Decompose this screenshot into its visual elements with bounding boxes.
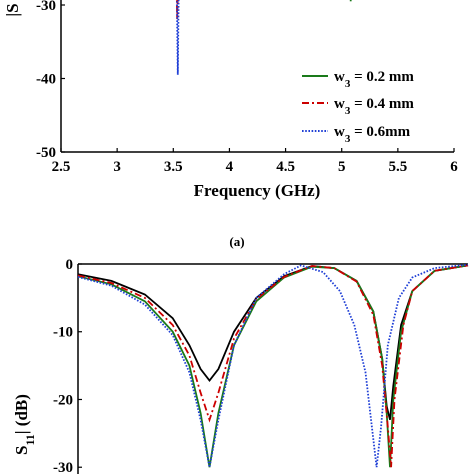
chart-a-x-ticks: 2.5 3 3.5 4 4.5 5 5.5 6 <box>52 148 458 175</box>
legend-label-var: w <box>334 69 345 85</box>
x-tick-label: 2.5 <box>52 159 71 175</box>
chart-b-y-label-s: S <box>12 446 31 455</box>
x-tick-label: 4.5 <box>276 159 295 175</box>
legend-label-value: = 0.2 mm <box>350 69 414 85</box>
chart-b: 0 -10 -20 -30 S11| (dB) <box>12 257 469 474</box>
figure-caption: (a) <box>229 234 244 249</box>
legend-label-var: w <box>334 96 345 112</box>
x-tick-label: 3 <box>113 159 121 175</box>
legend-label-value: = 0.4 mm <box>350 96 414 112</box>
chart-b-y-label-suffix: | (dB) <box>12 394 31 434</box>
legend-label-sub: 3 <box>345 133 351 145</box>
chart-a-series <box>175 0 352 75</box>
chart-a-x-label: Frequency (GHz) <box>194 181 321 200</box>
x-tick-label: 5 <box>338 159 346 175</box>
chart-b-series-line-1 <box>77 264 469 421</box>
legend-label-1: w3 = 0.2 mm <box>334 69 414 90</box>
y-tick-label: 0 <box>66 257 74 273</box>
chart-b-series <box>77 263 469 468</box>
chart-b-series-line-2 <box>77 264 469 468</box>
y-tick-label: -20 <box>53 392 73 408</box>
x-tick-label: 5.5 <box>388 159 407 175</box>
x-tick-label: 6 <box>450 159 458 175</box>
legend-label-var: w <box>334 124 345 140</box>
y-tick-label: -10 <box>53 325 73 341</box>
legend-label-2: w3 = 0.4 mm <box>334 96 414 117</box>
y-tick-label: -30 <box>53 460 73 474</box>
chart-b-y-label: S11| (dB) <box>12 394 37 455</box>
y-tick-label: -50 <box>36 145 56 161</box>
chart-a-y-label: |S <box>3 3 22 16</box>
chart-a-series-line-2 <box>175 0 179 20</box>
chart-a-y-ticks: -30 -40 -50 <box>36 0 65 161</box>
chart-a-series-line-3 <box>176 0 180 75</box>
legend-label-sub: 3 <box>345 105 351 117</box>
chart-b-y-ticks: 0 -10 -20 -30 <box>53 257 82 474</box>
chart-b-y-label-sub: 11 <box>23 434 37 445</box>
chart-a: -30 -40 -50 2.5 3 3.5 4 4.5 5 5.5 6 |S Frequency … <box>3 0 458 200</box>
y-tick-label: -30 <box>36 0 56 14</box>
chart-b-series-line-3 <box>77 264 469 468</box>
y-tick-label: -40 <box>36 72 56 88</box>
chart-b-series-line-4 <box>77 263 469 468</box>
legend-label-sub: 3 <box>345 78 351 90</box>
x-tick-label: 3.5 <box>164 159 183 175</box>
legend-label-3: w3 = 0.6mm <box>334 124 411 145</box>
legend-label-value: = 0.6mm <box>350 124 410 140</box>
x-tick-label: 4 <box>226 159 234 175</box>
